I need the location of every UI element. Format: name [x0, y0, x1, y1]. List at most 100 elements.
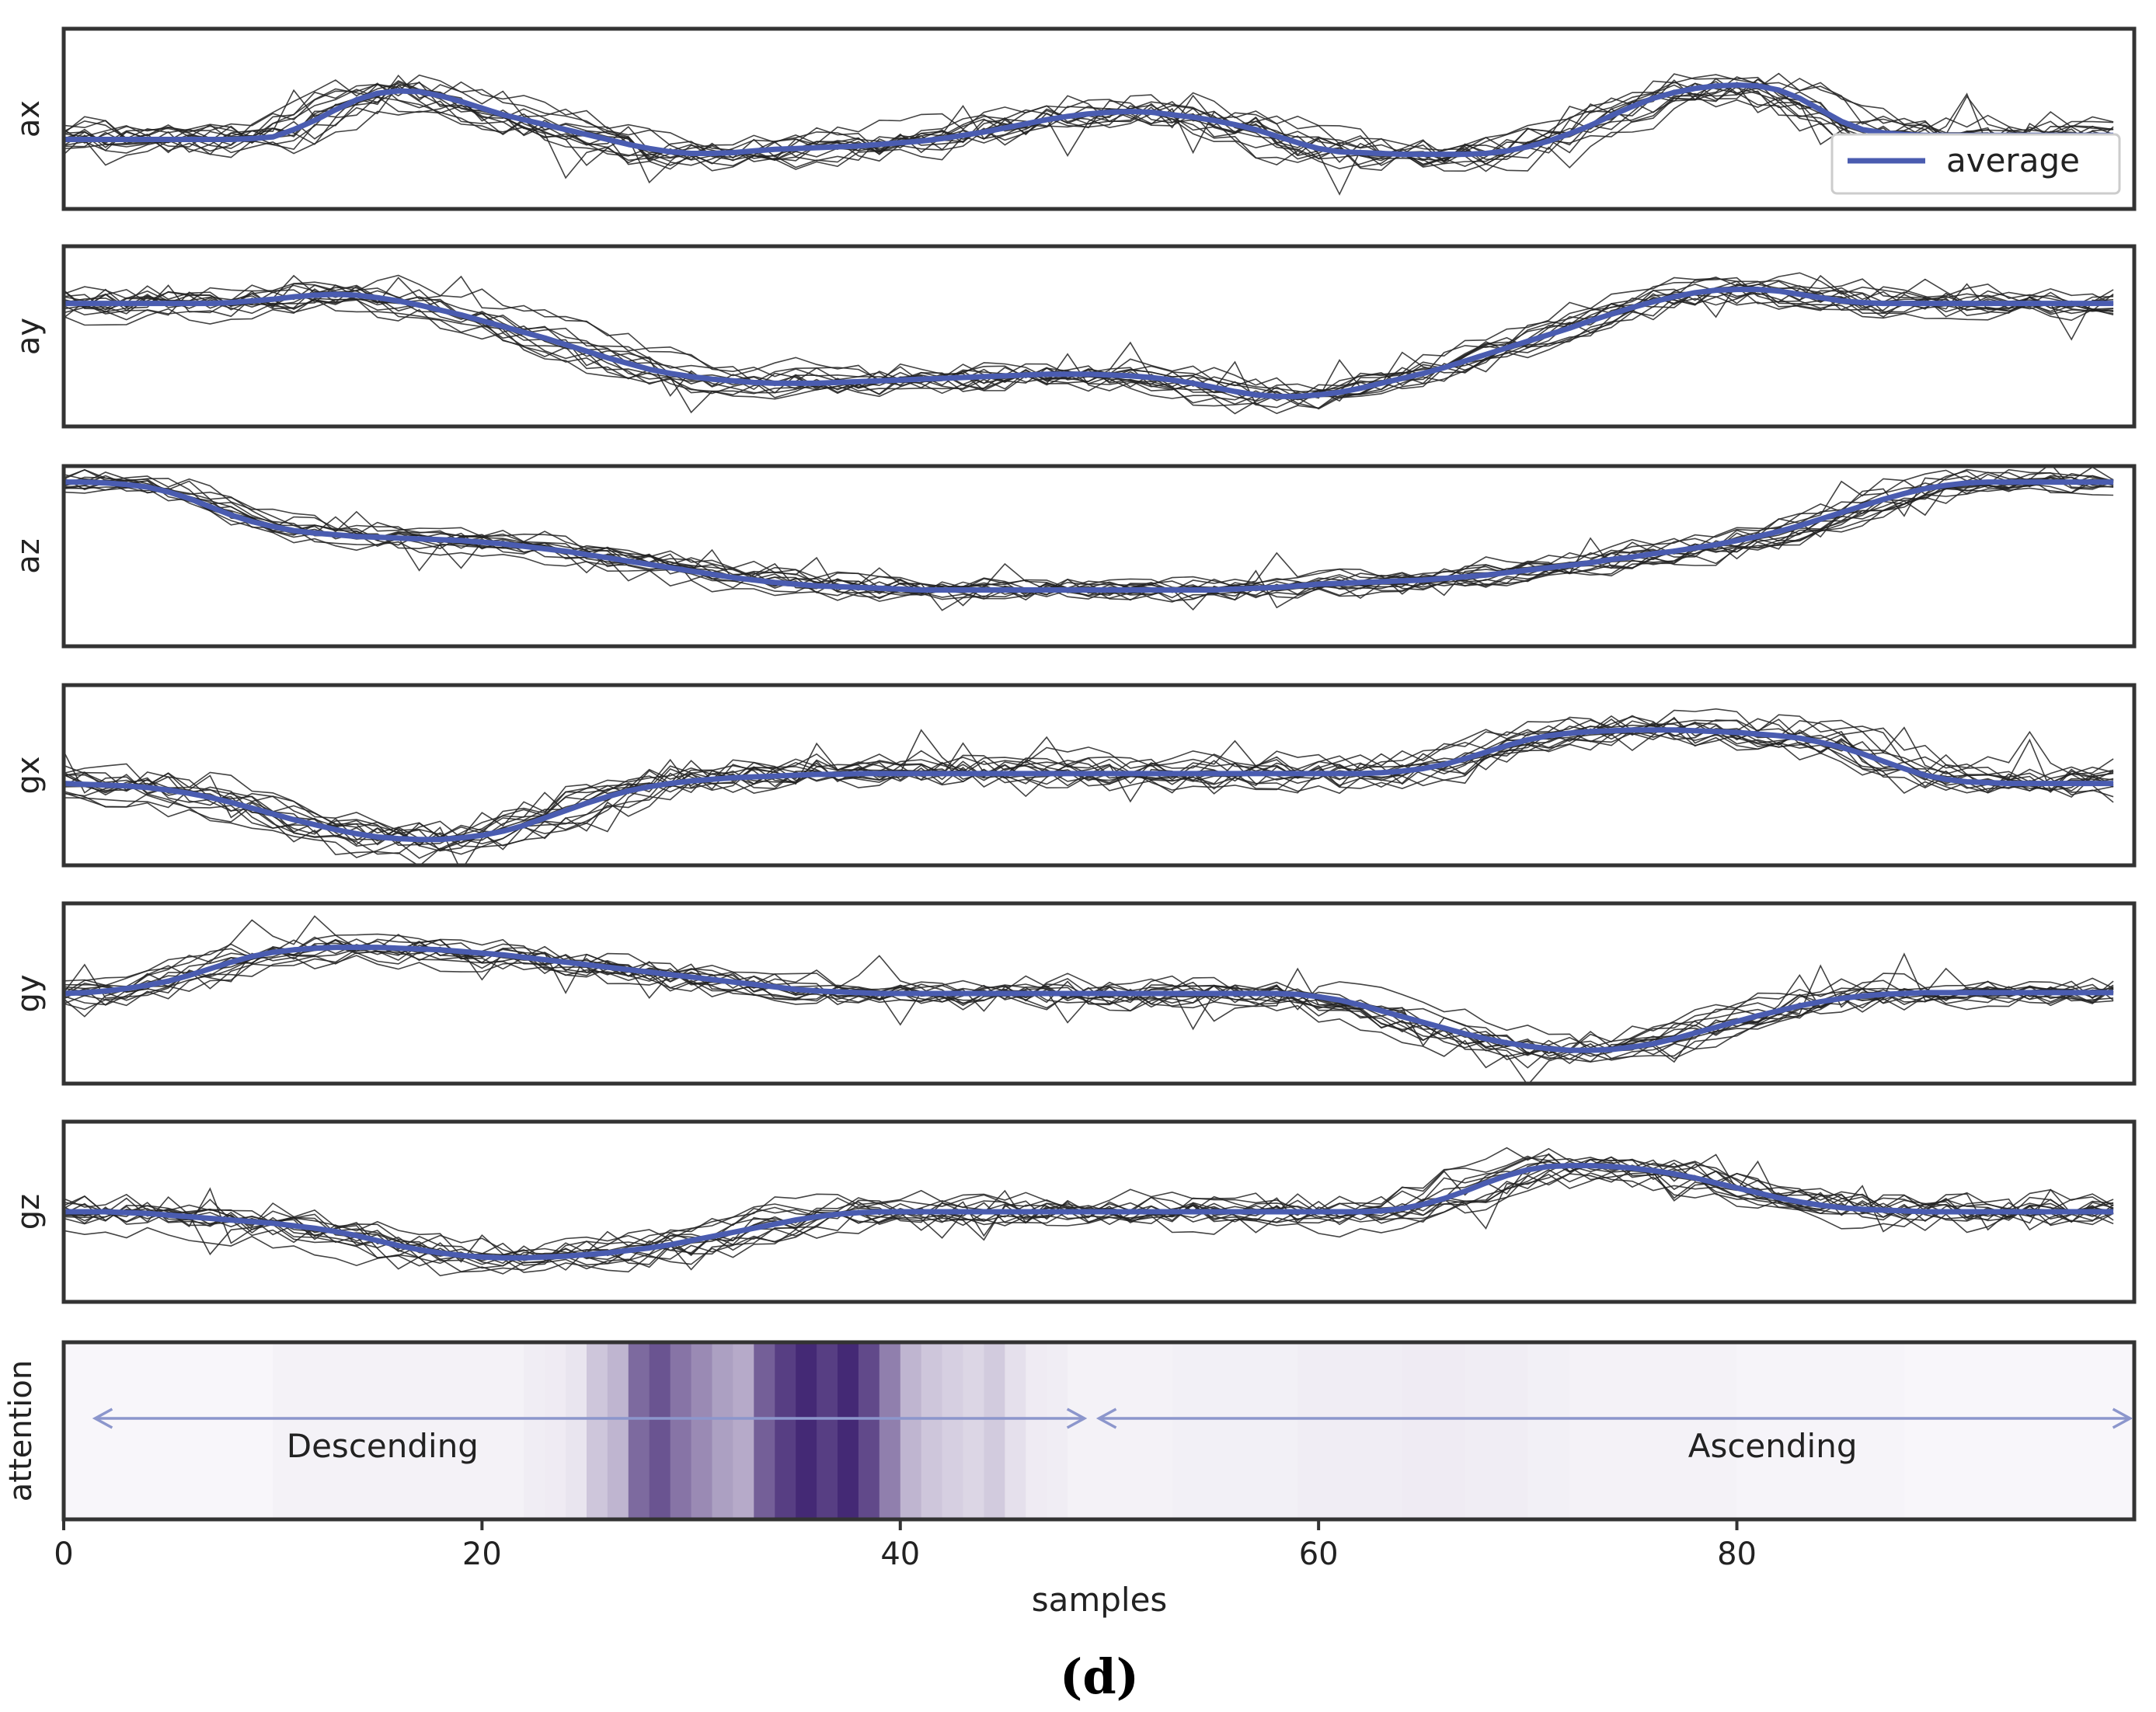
attention-cell — [1172, 1342, 1194, 1519]
attention-cell — [1903, 1342, 1926, 1519]
x-tick-label: 80 — [1717, 1536, 1757, 1572]
attention-cell — [1193, 1342, 1215, 1519]
attention-cell — [503, 1342, 524, 1519]
attention-cell — [587, 1342, 608, 1519]
attention-cell — [1360, 1342, 1382, 1519]
attention-cell — [1862, 1342, 1884, 1519]
panel-label-gy: gy — [11, 974, 47, 1012]
attention-cell — [335, 1342, 357, 1519]
attention-cell — [1799, 1342, 1821, 1519]
annotation-label: Ascending — [1688, 1427, 1858, 1465]
attention-cell — [1486, 1342, 1508, 1519]
attention-cell — [2092, 1342, 2114, 1519]
attention-cell — [377, 1342, 399, 1519]
attention-cell — [712, 1342, 734, 1519]
attention-cell — [2113, 1342, 2135, 1519]
raw-trace — [64, 74, 2114, 162]
attention-cell — [1465, 1342, 1487, 1519]
annotation-arrowhead-right — [1066, 1408, 1088, 1429]
raw-trace — [64, 79, 2114, 179]
attention-cell — [1277, 1342, 1298, 1519]
panel-frame — [61, 683, 2137, 868]
raw-trace — [64, 952, 2114, 1084]
attention-cell — [775, 1342, 796, 1519]
attention-cell — [921, 1342, 943, 1519]
attention-cell — [1820, 1342, 1842, 1519]
attention-frame — [61, 1340, 2137, 1522]
panel-label-gz: gz — [11, 1194, 47, 1230]
annotation-label: Descending — [287, 1427, 479, 1465]
x-axis: 0 20 40 60 80 — [54, 1519, 1757, 1572]
panel-az-traces — [64, 466, 2114, 611]
panel-gz-traces — [64, 1147, 2114, 1277]
attention-cell — [315, 1342, 336, 1519]
attention-cell — [1026, 1342, 1047, 1519]
panel-label-ax: ax — [11, 100, 47, 137]
panels: ax average ay az gx gy gz — [11, 26, 2137, 1304]
attention-cell — [1945, 1342, 1968, 1519]
attention-cell — [1590, 1342, 1612, 1519]
attention-label: attention — [3, 1360, 39, 1501]
attention-cell — [105, 1342, 127, 1519]
attention-cell — [1569, 1342, 1591, 1519]
raw-trace — [64, 291, 2114, 402]
attention-cell — [1506, 1342, 1529, 1519]
attention-cell — [1381, 1342, 1403, 1519]
attention-cell — [1109, 1342, 1131, 1519]
panel-gx-traces — [64, 708, 2114, 865]
attention-cell — [398, 1342, 420, 1519]
attention-cell — [231, 1342, 253, 1519]
attention-cell — [670, 1342, 692, 1519]
attention-cell — [942, 1342, 964, 1519]
x-tick-label: 0 — [54, 1536, 73, 1572]
average-line-gy — [64, 945, 2114, 1053]
panel-label-gx: gx — [11, 756, 47, 794]
panel-gy: gy — [11, 901, 2137, 1086]
panel-gz: gz — [11, 1119, 2137, 1304]
attention-cell — [1778, 1342, 1801, 1519]
average-line-ax — [64, 82, 2114, 158]
attention-cell — [2008, 1342, 2031, 1519]
attention-cell — [817, 1342, 838, 1519]
attention-panel: attention Descending Ascending — [3, 1340, 2137, 1522]
attention-cell — [900, 1342, 922, 1519]
attention-cell — [252, 1342, 273, 1519]
attention-cell — [356, 1342, 378, 1519]
panel-gy-traces — [64, 915, 2114, 1084]
raw-trace — [64, 1154, 2114, 1271]
attention-cell — [126, 1342, 148, 1519]
attention-cell — [1924, 1342, 1947, 1519]
attention-cell — [545, 1342, 566, 1519]
x-tick-label: 40 — [880, 1536, 920, 1572]
average-line-ay — [64, 287, 2114, 399]
attention-cell — [482, 1342, 504, 1519]
attention-cell — [1318, 1342, 1340, 1519]
panel-label-az: az — [11, 538, 47, 574]
attention-cell — [440, 1342, 462, 1519]
raw-trace — [64, 476, 2114, 603]
attention-cell — [879, 1342, 901, 1519]
attention-cell — [733, 1342, 755, 1519]
attention-cell — [1088, 1342, 1110, 1519]
raw-trace — [64, 287, 2114, 415]
attention-cell — [1883, 1342, 1905, 1519]
raw-trace — [64, 951, 2114, 1061]
panel-az: az — [11, 464, 2137, 649]
raw-trace — [64, 84, 2114, 172]
attention-cell — [1653, 1342, 1675, 1519]
average-line-az — [64, 479, 2114, 593]
raw-trace — [64, 1168, 2114, 1275]
attention-cell — [1694, 1342, 1717, 1519]
attention-cell — [649, 1342, 671, 1519]
attention-cell — [1444, 1342, 1466, 1519]
annotation-arrowhead-left — [92, 1408, 113, 1429]
panel-ay-traces — [64, 272, 2114, 415]
raw-trace — [64, 708, 2114, 839]
attention-cell — [524, 1342, 545, 1519]
panel-ay: ay — [11, 244, 2137, 429]
raw-trace — [64, 944, 2114, 1060]
panel-gx: gx — [11, 683, 2137, 868]
panel-frame — [61, 901, 2137, 1086]
attention-cell — [1527, 1342, 1549, 1519]
raw-trace — [64, 286, 2114, 405]
